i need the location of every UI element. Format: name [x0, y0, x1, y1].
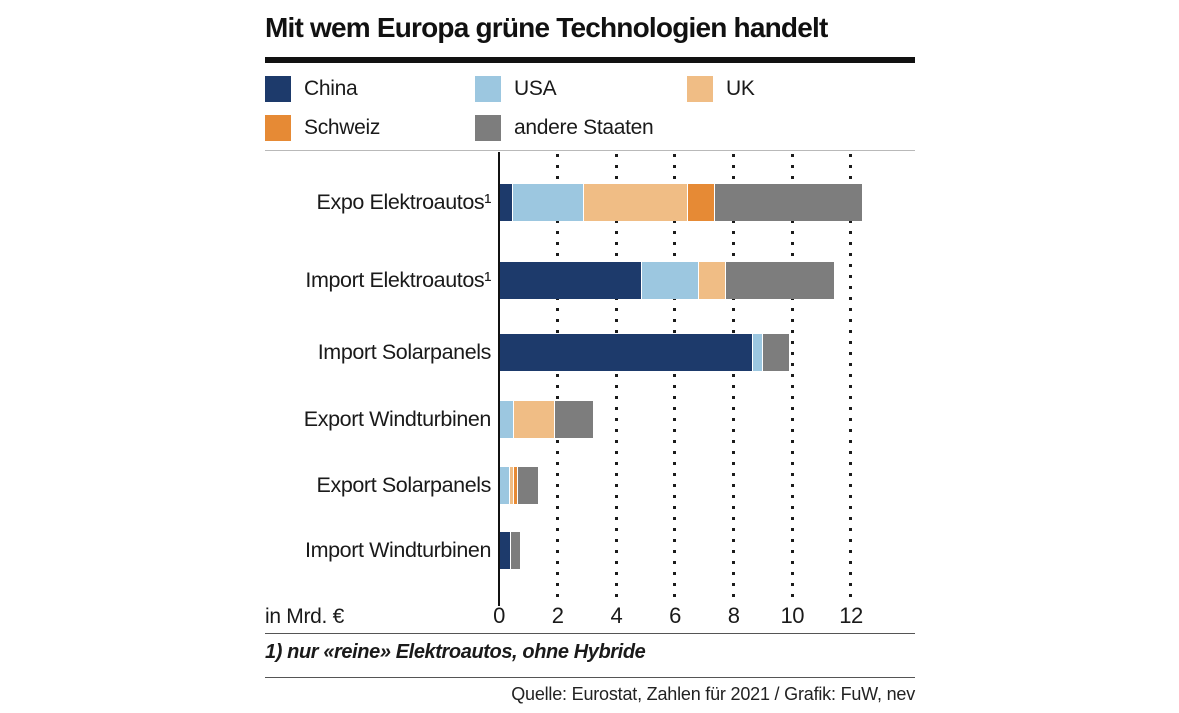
legend: China USA UK Schweiz andere Staaten — [265, 76, 915, 141]
bar-expo-elektroautos — [500, 184, 862, 221]
legend-swatch-uk — [687, 76, 713, 102]
legend-item-china: China — [265, 76, 475, 102]
category-label-expo-elektroautos: Expo Elektroautos¹ — [316, 190, 492, 214]
category-label-import-elektroautos: Import Elektroautos¹ — [305, 268, 491, 292]
category-label-import-windturbinen: Import Windturbinen — [305, 538, 491, 562]
gridline-12 — [849, 154, 853, 602]
bar-import-solarpanels — [500, 334, 790, 371]
bar-segment-china — [500, 334, 754, 371]
legend-item-uk: UK — [687, 76, 915, 102]
legend-swatch-schweiz — [265, 115, 291, 141]
x-tick-6: 6 — [669, 603, 681, 628]
x-tick-0: 0 — [493, 603, 505, 628]
bar-segment-andere-staaten — [715, 184, 862, 221]
plot-area: in Mrd. € 0 2 4 6 8 10 12 Expo Elektroautos¹ Imp… — [265, 150, 915, 634]
legend-swatch-china — [265, 76, 291, 102]
legend-item-andere-staaten: andere Staaten — [475, 115, 687, 141]
bar-segment-andere-staaten — [763, 334, 790, 371]
bar-segment-usa — [753, 334, 764, 371]
divider-above-footnote — [265, 633, 915, 634]
category-label-export-windturbinen: Export Windturbinen — [303, 407, 492, 431]
divider-below-footnote — [265, 677, 915, 678]
bar-segment-andere-staaten — [725, 262, 835, 299]
legend-item-usa: USA — [475, 76, 687, 102]
legend-label-andere-staaten: andere Staaten — [514, 116, 654, 139]
green-tech-trade-chart: Mit wem Europa grüne Technologien handel… — [265, 0, 915, 713]
bar-segment-schweiz — [687, 184, 716, 221]
legend-label-usa: USA — [514, 77, 557, 100]
legend-label-china: China — [304, 77, 358, 100]
category-label-export-solarpanels: Export Solarpanels — [316, 473, 492, 497]
source-credit: Quelle: Eurostat, Zahlen für 2021 / Graf… — [511, 684, 915, 704]
y-axis-line — [498, 152, 500, 606]
x-tick-2: 2 — [551, 603, 564, 628]
bar-segment-andere-staaten — [554, 401, 593, 438]
bar-segment-schweiz — [513, 467, 518, 504]
bar-segment-uk — [509, 467, 514, 504]
chart-title: Mit wem Europa grüne Technologien handel… — [265, 12, 828, 43]
bar-segment-uk — [698, 262, 726, 299]
x-tick-4: 4 — [610, 603, 623, 628]
axis-unit-label: in Mrd. € — [265, 605, 344, 628]
bar-segment-usa — [512, 184, 585, 221]
bar-segment-andere-staaten — [511, 532, 521, 569]
legend-swatch-andere-staaten — [475, 115, 501, 141]
title-rule — [265, 57, 915, 63]
bar-export-windturbinen — [500, 401, 593, 438]
category-label-import-solarpanels: Import Solarpanels — [317, 340, 492, 364]
legend-label-uk: UK — [726, 77, 755, 100]
bar-segment-usa — [500, 401, 515, 438]
gridline-10 — [790, 154, 794, 602]
x-tick-10: 10 — [780, 603, 805, 628]
gridline-8 — [732, 154, 736, 602]
bar-export-solarpanels — [500, 467, 539, 504]
x-tick-8: 8 — [727, 603, 740, 628]
legend-label-schweiz: Schweiz — [304, 116, 381, 139]
bar-import-windturbinen — [500, 532, 521, 569]
bar-segment-uk — [584, 184, 688, 221]
legend-swatch-usa — [475, 76, 501, 102]
bar-segment-usa — [500, 467, 510, 504]
gridline-6 — [673, 154, 677, 602]
bar-import-elektroautos — [500, 262, 835, 299]
bar-segment-uk — [514, 401, 555, 438]
gridline-2 — [556, 154, 560, 602]
legend-item-schweiz: Schweiz — [265, 115, 475, 141]
bar-segment-china — [500, 184, 513, 221]
footnote: 1) nur «reine» Elektroautos, ohne Hybrid… — [265, 641, 646, 663]
x-tick-12: 12 — [839, 603, 863, 628]
bar-segment-china — [500, 532, 512, 569]
bar-segment-andere-staaten — [517, 467, 539, 504]
bar-segment-usa — [641, 262, 699, 299]
gridline-4 — [614, 154, 618, 602]
bar-segment-china — [500, 262, 642, 299]
